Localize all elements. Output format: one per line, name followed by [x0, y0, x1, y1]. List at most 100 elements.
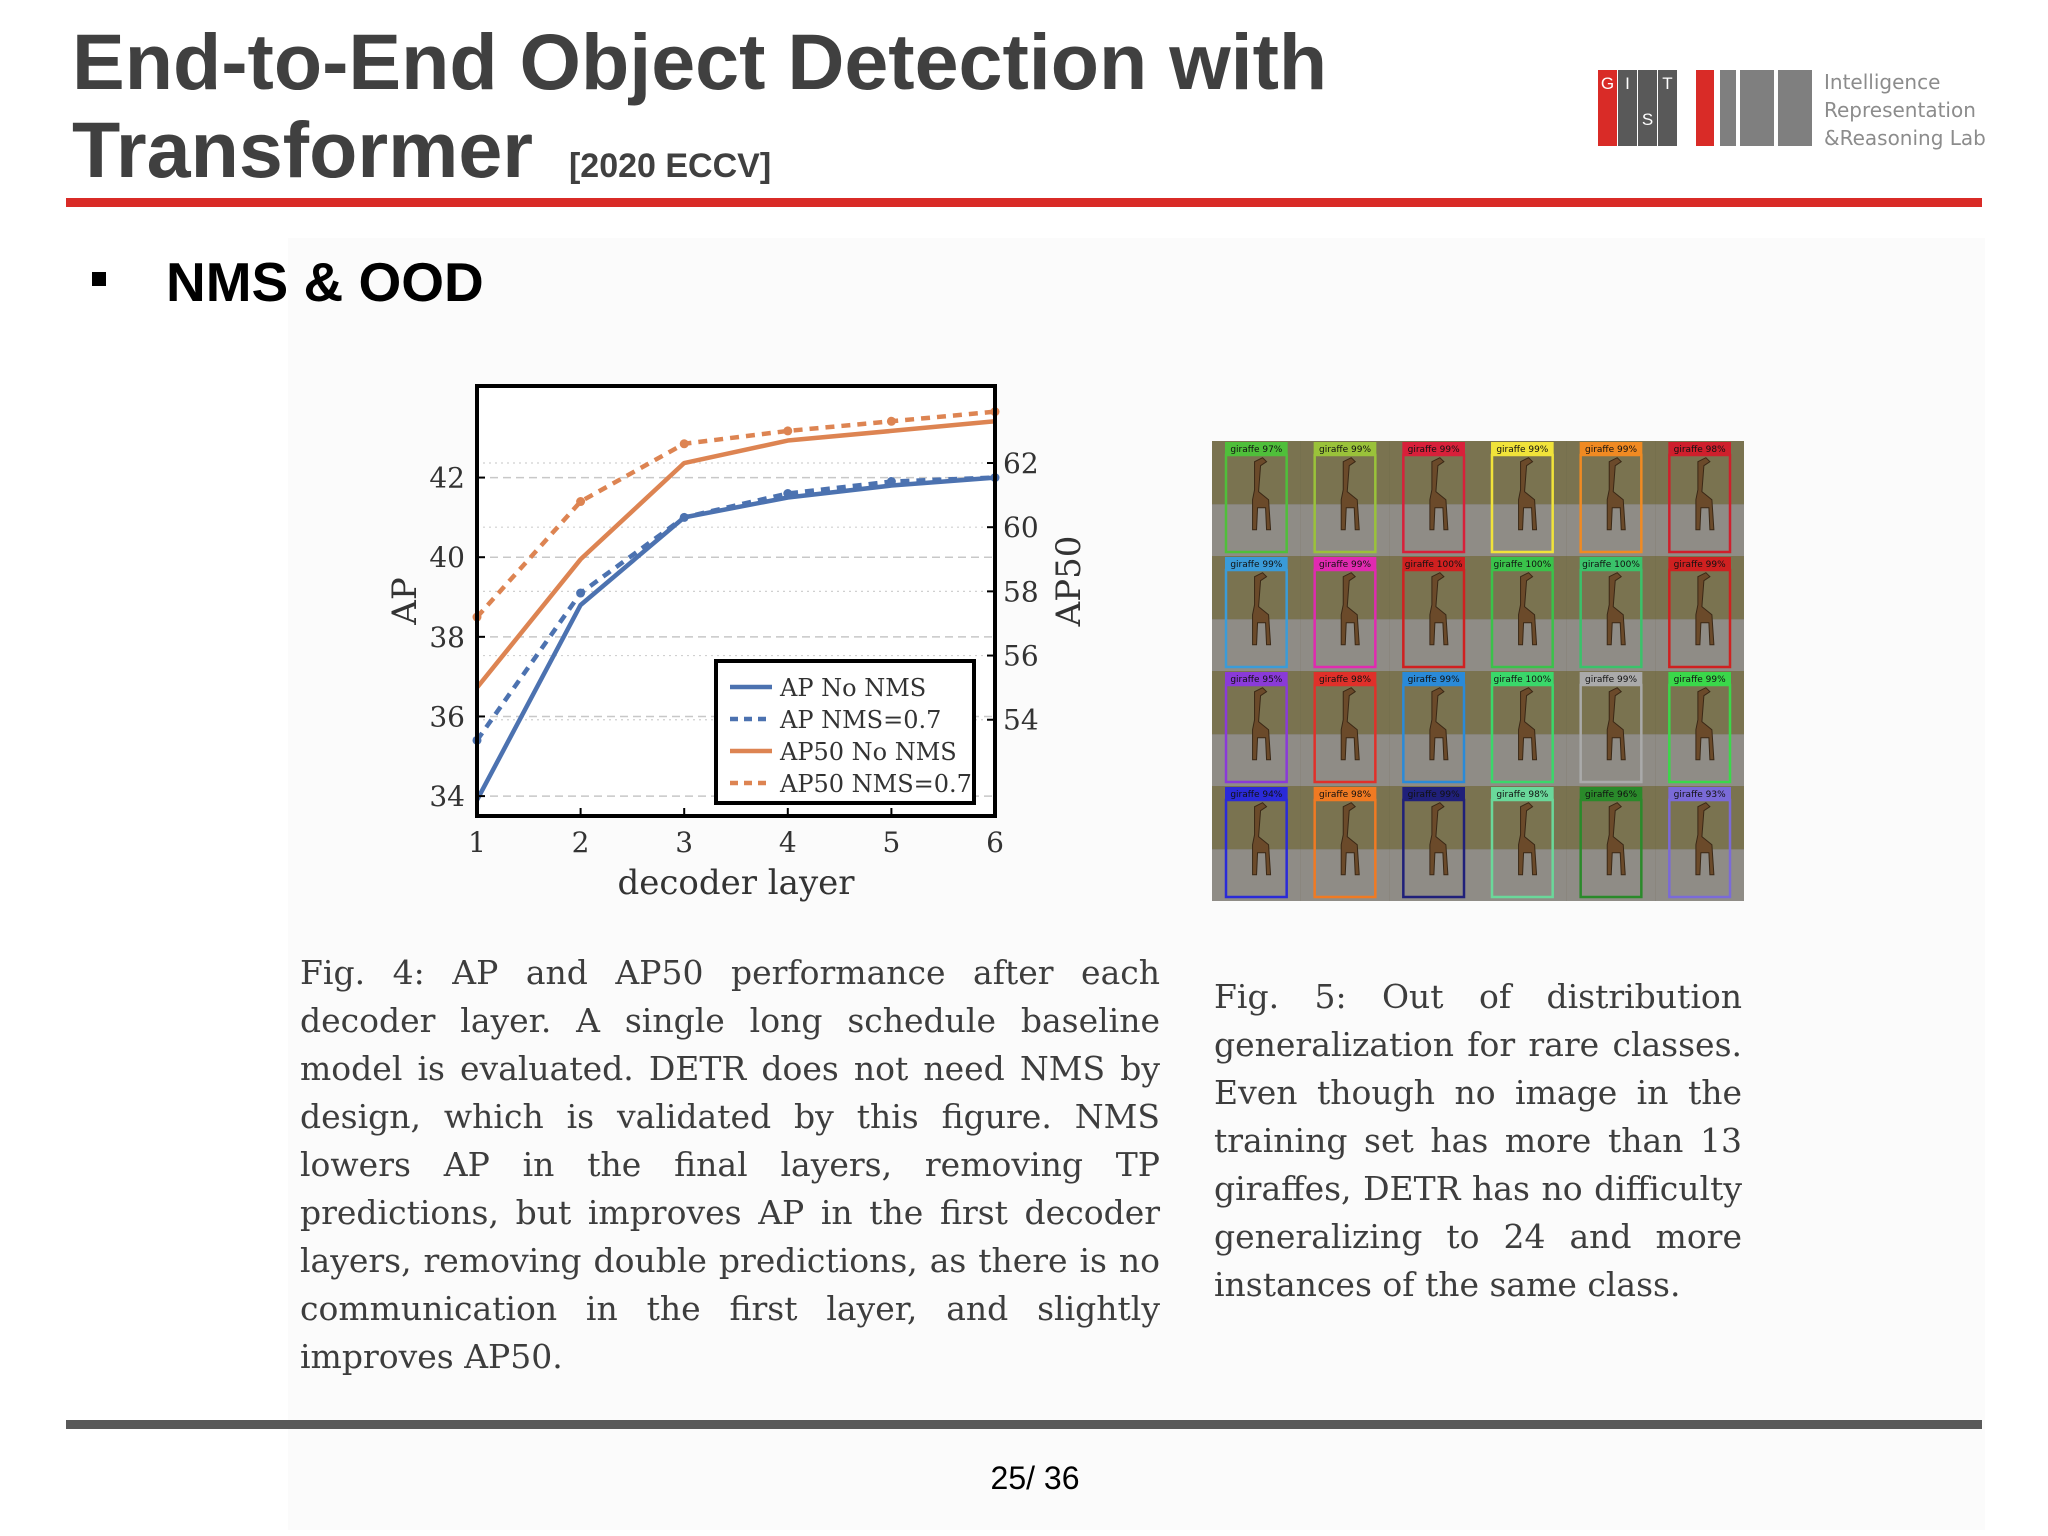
- giraffe-figure: [1340, 802, 1360, 876]
- detection-box: [1402, 568, 1466, 669]
- detection-label: giraffe 98%: [1319, 675, 1371, 685]
- detection-label: giraffe 96%: [1585, 790, 1637, 800]
- detection-label: giraffe 99%: [1408, 445, 1460, 455]
- giraffe-figure: [1695, 687, 1715, 761]
- detection-label: giraffe 95%: [1230, 675, 1282, 685]
- detection-label-bg: [1579, 787, 1643, 799]
- series-point-2: [679, 512, 689, 522]
- gist-logo: G I S T: [1598, 70, 1678, 146]
- detection-box: [1402, 798, 1466, 899]
- giraffe-figure: [1695, 457, 1715, 531]
- detection-label-bg: [1313, 557, 1377, 569]
- detection-box: [1490, 683, 1554, 784]
- giraffe-figure: [1252, 572, 1272, 646]
- series-line-2: [475, 475, 996, 742]
- detection-label-bg: [1491, 442, 1554, 454]
- gist-letter-s: S: [1638, 70, 1657, 146]
- page-number: 25/ 36: [990, 1460, 1080, 1496]
- legend-label-3: AP50 No NMS: [779, 738, 957, 766]
- detection-label-bg: [1225, 787, 1288, 799]
- series-point-4: [886, 416, 896, 426]
- series-point-2: [576, 588, 586, 598]
- detection-label: giraffe 100%: [1405, 560, 1463, 570]
- y-tick-label: 38: [429, 621, 465, 654]
- giraffe-figure: [1252, 687, 1272, 761]
- series-point-2: [886, 477, 896, 487]
- x-tick-label: 6: [986, 826, 1004, 859]
- detection-label: giraffe 93%: [1674, 790, 1726, 800]
- detection-box: [1579, 683, 1643, 784]
- slide-title: End-to-End Object Detection with Transfo…: [72, 18, 1472, 210]
- y-axis-label: AP: [385, 577, 425, 625]
- figure-4-caption: Fig. 4: AP and AP50 performance after ea…: [300, 953, 1160, 1376]
- giraffe-figure: [1695, 572, 1715, 646]
- section-heading: NMS & OOD: [166, 251, 484, 313]
- legend-box: [714, 659, 976, 805]
- detection-label: giraffe 99%: [1674, 560, 1726, 570]
- detection-label: giraffe 99%: [1496, 445, 1548, 455]
- figure-5-caption: Fig. 5: Out of distribution generalizati…: [1214, 977, 1742, 1304]
- detection-label: giraffe 97%: [1230, 445, 1282, 455]
- detection-box: [1313, 798, 1377, 899]
- detection-label-bg: [1668, 787, 1731, 799]
- detection-box: [1668, 798, 1732, 899]
- detection-label-bg: [1402, 672, 1465, 684]
- irl-logo-mark: [1696, 70, 1816, 146]
- giraffe-figure: [1340, 687, 1360, 761]
- giraffe-figure: [1606, 802, 1626, 876]
- detection-box: [1490, 453, 1554, 554]
- lab-name: Intelligence Representation &Reasoning L…: [1824, 70, 1986, 150]
- giraffe-figure: [1429, 687, 1449, 761]
- y-tick-label: 36: [429, 700, 465, 733]
- detection-label-bg: [1313, 787, 1377, 799]
- giraffe-figure: [1695, 802, 1715, 876]
- lab-logo: G I S T Intelligence Representation &Rea…: [1598, 68, 1990, 150]
- detection-label-bg: [1579, 672, 1643, 684]
- detection-label: giraffe 99%: [1230, 560, 1282, 570]
- x-tick-label: 5: [882, 826, 900, 859]
- x-tick-label: 4: [779, 826, 797, 859]
- x-axis-label: decoder layer: [617, 863, 855, 903]
- x-tick-label: 1: [468, 826, 486, 859]
- detection-box: [1224, 683, 1288, 784]
- detection-label-bg: [1225, 672, 1288, 684]
- detection-box: [1668, 683, 1732, 784]
- giraffe-figure: [1518, 802, 1538, 876]
- detection-label-bg: [1402, 787, 1465, 799]
- x-tick-label: 3: [675, 826, 693, 859]
- detection-label: giraffe 99%: [1408, 790, 1460, 800]
- detection-label: giraffe 99%: [1674, 675, 1726, 685]
- series-point-4: [783, 426, 793, 436]
- giraffe-figure: [1606, 687, 1626, 761]
- y2-tick-label: 62: [1003, 447, 1039, 480]
- detection-label: giraffe 99%: [1585, 445, 1637, 455]
- gist-letter-t: T: [1658, 70, 1677, 146]
- detection-box: [1668, 453, 1732, 554]
- detection-box: [1579, 568, 1643, 669]
- venue-tag: [2020 ECCV]: [568, 147, 772, 185]
- detection-label-bg: [1491, 557, 1554, 569]
- detection-label-bg: [1579, 557, 1643, 569]
- detection-label-bg: [1668, 672, 1731, 684]
- detection-box: [1313, 568, 1377, 669]
- detection-box: [1490, 568, 1554, 669]
- y-tick-label: 42: [429, 462, 465, 495]
- giraffe-figure: [1252, 802, 1272, 876]
- detection-box: [1402, 453, 1466, 554]
- footer-rule: [66, 1420, 1982, 1429]
- giraffe-figure: [1518, 457, 1538, 531]
- y-tick-label: 40: [429, 541, 465, 574]
- y2-axis-label: AP50: [1049, 536, 1089, 628]
- series-line-1: [475, 475, 996, 802]
- detection-box: [1313, 453, 1377, 554]
- detection-label-bg: [1402, 442, 1465, 454]
- series-line-3: [475, 419, 996, 690]
- gist-letter-g: G: [1598, 70, 1617, 146]
- detection-label: giraffe 100%: [1493, 675, 1551, 685]
- detection-box: [1579, 798, 1643, 899]
- y2-tick-label: 56: [1003, 640, 1039, 673]
- detection-label: giraffe 99%: [1319, 445, 1371, 455]
- legend-label-4: AP50 NMS=0.7: [779, 770, 972, 798]
- title-text: End-to-End Object Detection with Transfo…: [72, 17, 1328, 194]
